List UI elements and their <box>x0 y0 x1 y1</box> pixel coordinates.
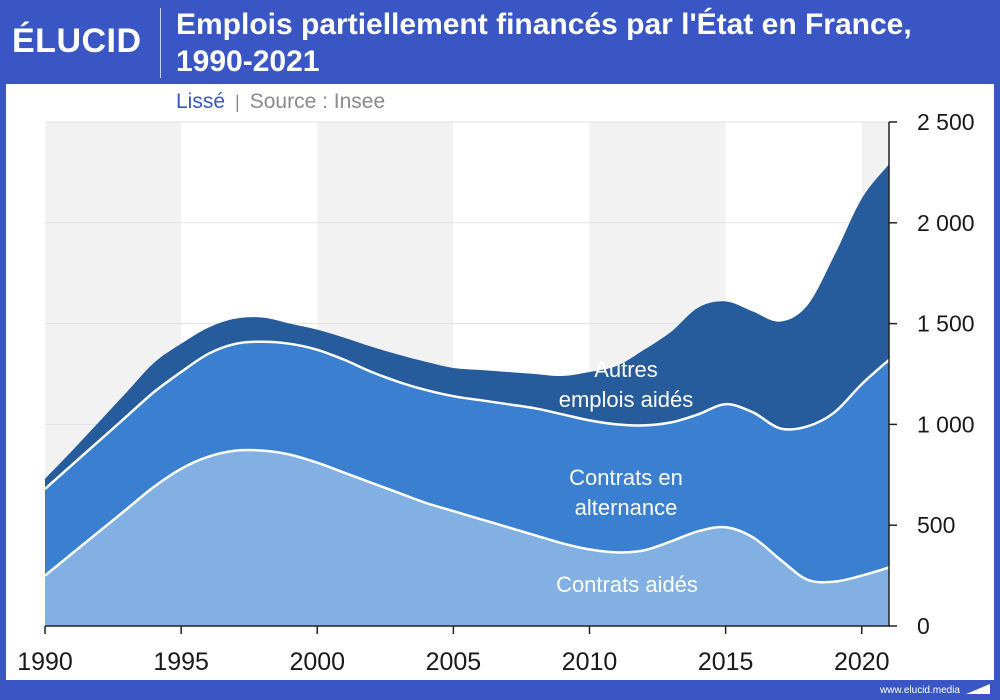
label-autres-line2: emplois aidés <box>559 387 694 412</box>
elucid-mark-icon <box>966 684 990 694</box>
elucid-logo: ÉLUCID <box>12 22 142 60</box>
subtitle-separator: | <box>235 92 240 112</box>
area-contrats-aides <box>45 449 889 626</box>
x-tick-label: 2015 <box>698 648 754 676</box>
y-tick-label: 500 <box>917 512 955 538</box>
x-tick-label: 2005 <box>426 648 482 676</box>
x-tick-label: 2020 <box>834 648 890 676</box>
boundary-line <box>44 340 890 490</box>
x-tick-label: 1990 <box>17 648 73 676</box>
chart-title: Emplois partiellement financés par l'Éta… <box>176 8 912 78</box>
header-divider <box>160 8 161 78</box>
area-boundaries <box>44 340 890 584</box>
series-labels: Contrats aidés Contrats en alternance Autre… <box>556 357 698 597</box>
areas <box>45 164 889 626</box>
y-tick-label: 1 000 <box>917 411 975 437</box>
area-contrats-alternance <box>45 341 889 583</box>
header: ÉLUCID Emplois partiellement financés pa… <box>0 0 1000 84</box>
chart-subtitle: Lissé | Source : Insee <box>176 90 385 114</box>
x-tick-label: 2010 <box>562 648 618 676</box>
smoothed-label: Lissé <box>176 90 226 113</box>
area-autres-emplois <box>45 164 889 489</box>
axes: 1990 1995 2000 2005 2010 2015 2020 0 500 1 000 1 5… <box>17 109 974 676</box>
footer-url: www.elucid.media <box>879 685 960 696</box>
y-tick-label: 2 000 <box>917 210 975 236</box>
label-alternance-line2: alternance <box>575 495 678 520</box>
x-tick-label: 1995 <box>153 648 209 676</box>
boundary-line <box>44 448 890 584</box>
label-alternance-line1: Contrats en <box>569 465 683 490</box>
y-tick-label: 1 500 <box>917 311 975 337</box>
y-tick-label: 0 <box>917 613 930 639</box>
source-label: Source : Insee <box>249 90 386 113</box>
y-tick-label: 2 500 <box>917 109 975 135</box>
label-contrats-aides: Contrats aidés <box>556 572 698 597</box>
label-autres-line1: Autres <box>594 357 658 382</box>
x-tick-label: 2000 <box>289 648 345 676</box>
